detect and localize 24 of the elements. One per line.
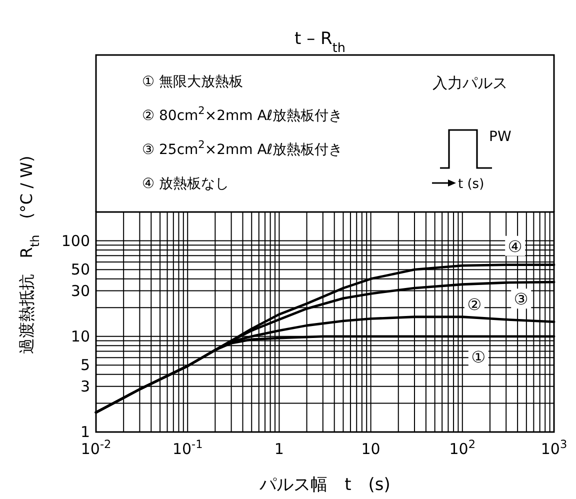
y-tick-label: 5: [80, 356, 90, 374]
x-tick-label: 10$^{2}$: [449, 438, 476, 458]
y-tick-label: 3: [80, 377, 90, 396]
x-tick-label: 1: [274, 440, 284, 458]
chart-title: t – R$_{th}$: [294, 29, 346, 56]
series-label: ②: [467, 294, 482, 314]
text: PW: [489, 129, 512, 145]
series-label: ④: [508, 236, 522, 256]
y-tick-label: 100: [61, 232, 90, 250]
text: ② 80cm$^{2}$×2mm Aℓ放熱板付き: [142, 105, 343, 124]
x-tick-label: 10: [361, 440, 380, 458]
y-tick-label: 30: [70, 282, 90, 300]
x-tick-label: 10$^{-1}$: [172, 438, 203, 458]
text: 入力パルス: [432, 74, 508, 92]
x-axis-title: パルス幅 t (s): [258, 475, 390, 495]
text: ① 無限大放熱板: [142, 74, 244, 90]
text: ④ 放熱板なし: [142, 176, 230, 192]
text: ③ 25cm$^{2}$×2mm Aℓ放熱板付き: [142, 139, 343, 158]
x-tick-label: 10$^{3}$: [540, 438, 568, 458]
series-label: ③: [514, 290, 528, 309]
y-tick-label: 50: [70, 260, 90, 279]
y-tick-label: 10: [70, 327, 90, 346]
text: t (s): [458, 177, 484, 192]
series-label: ①: [471, 347, 486, 366]
